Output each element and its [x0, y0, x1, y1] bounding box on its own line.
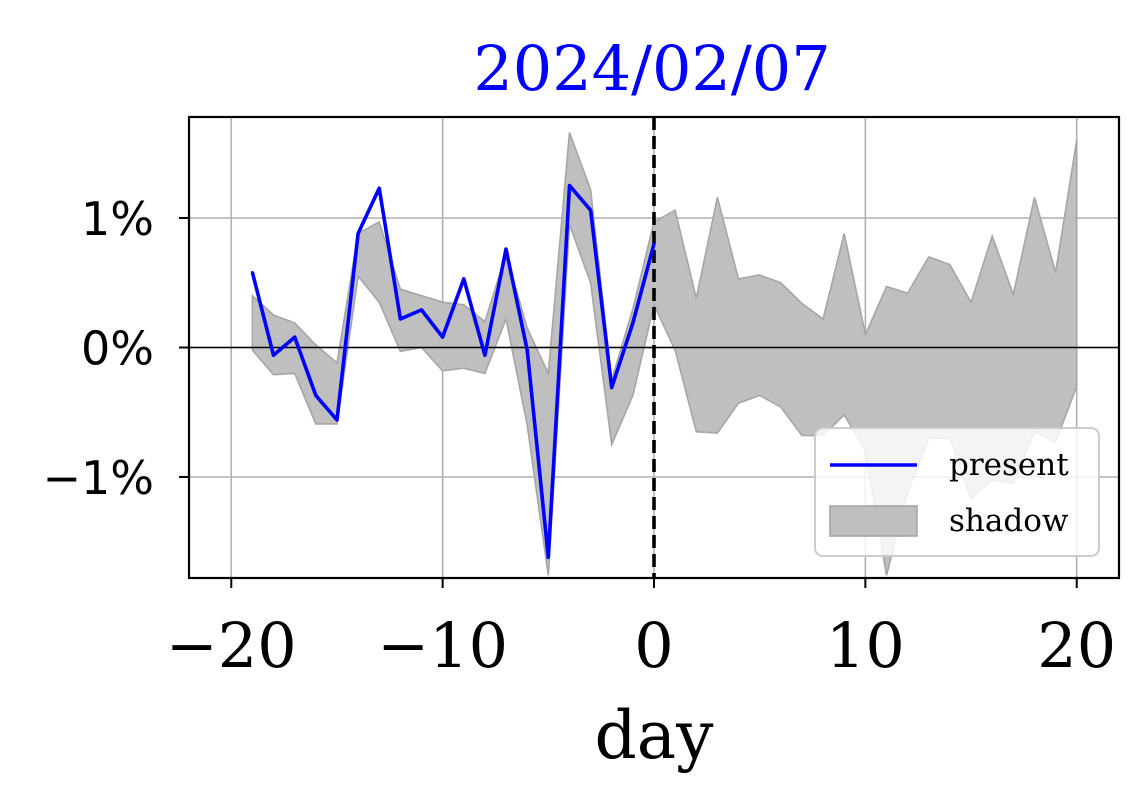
y-tick-label: −1% — [42, 451, 154, 505]
present-point — [398, 317, 402, 321]
legend-label-shadow: shadow — [949, 503, 1069, 539]
present-point — [568, 184, 571, 188]
x-tick-label: 10 — [826, 609, 905, 682]
axis-ticks: −20 −10 0 10 20 1% 0% −1% — [42, 192, 1116, 682]
present-point — [314, 394, 318, 397]
chart-title: 2024/02/07 — [473, 32, 830, 105]
present-point — [356, 232, 360, 235]
x-axis-label: day — [595, 697, 715, 774]
x-tick-label: 0 — [634, 609, 673, 682]
legend-swatch-shadow — [829, 505, 918, 537]
present-point — [631, 321, 635, 325]
present-point — [293, 335, 297, 339]
present-series — [250, 183, 656, 560]
present-point — [462, 277, 466, 281]
present-point — [377, 186, 381, 190]
legend: present shadow — [814, 427, 1100, 557]
present-point — [251, 270, 254, 274]
legend-label-present: present — [949, 447, 1069, 483]
present-point — [546, 555, 550, 559]
present-point — [420, 308, 423, 312]
x-tick-label: −20 — [166, 609, 297, 682]
present-point — [610, 386, 614, 390]
x-tick-label: −10 — [377, 609, 508, 682]
present-point — [441, 335, 445, 339]
present-point — [525, 348, 529, 352]
y-tick-label: 0% — [81, 322, 154, 376]
x-tick-label: 20 — [1037, 609, 1116, 682]
present-point — [504, 247, 508, 251]
y-tick-label: 1% — [81, 192, 154, 246]
present-point — [483, 353, 487, 357]
present-point — [652, 242, 656, 246]
present-point — [335, 418, 339, 422]
present-point — [272, 353, 275, 357]
present-point — [589, 208, 592, 212]
present-line — [250, 183, 656, 560]
